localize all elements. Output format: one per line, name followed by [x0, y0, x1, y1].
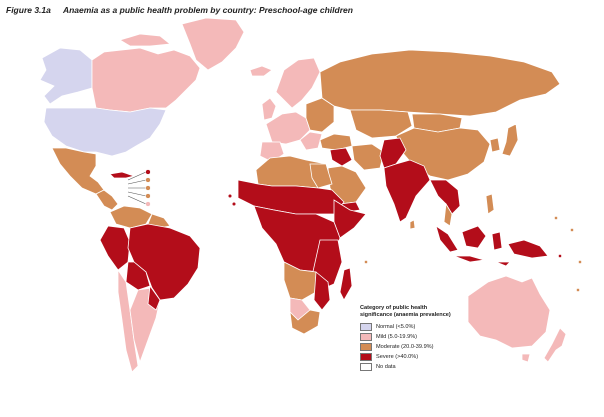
legend-swatch: [360, 323, 372, 331]
small-country-dot: [570, 228, 574, 232]
region-southeast-asia: [429, 179, 461, 215]
legend-swatch: [360, 353, 372, 361]
region-peru: [99, 225, 131, 271]
small-country-dot: [145, 177, 151, 183]
region-india: [383, 159, 431, 223]
small-country-dot: [145, 169, 151, 175]
leader-line: [127, 195, 147, 205]
region-scandinavia: [275, 57, 321, 109]
leader-line: [127, 191, 147, 197]
region-kazakhstan: [349, 109, 413, 139]
legend-title: Category of public health significance (…: [360, 305, 451, 318]
legend: Category of public health significance (…: [360, 305, 470, 373]
legend-item-moderate: Moderate (20.0-39.9%): [360, 343, 470, 351]
region-thailand: [443, 202, 453, 227]
legend-item-no-data: No data: [360, 363, 470, 371]
region-sulawesi-papua: [491, 231, 549, 259]
small-country-dot: [578, 260, 582, 264]
small-country-dot: [145, 185, 151, 191]
small-country-dot: [145, 201, 151, 207]
region-usa: [43, 107, 167, 157]
region-java: [453, 255, 485, 263]
region-egypt: [309, 163, 333, 189]
region-chile: [117, 268, 139, 373]
region-korea: [489, 137, 501, 153]
region-greenland: [181, 17, 245, 71]
legend-item-mild: Mild (5.0-19.9%): [360, 333, 470, 341]
region-turkey: [319, 133, 353, 151]
region-south-africa: [289, 309, 321, 335]
small-country-dot: [231, 201, 237, 207]
small-country-dot: [227, 193, 233, 199]
legend-swatch: [360, 333, 372, 341]
small-country-dot: [145, 193, 151, 199]
legend-item-normal: Normal (<5.0%): [360, 323, 470, 331]
figure-number: Figure 3.1a: [6, 5, 51, 15]
region-japan: [501, 123, 519, 157]
region-uk: [261, 97, 277, 121]
region-canada: [91, 47, 201, 113]
region-mexico: [51, 147, 105, 195]
region-timor: [495, 261, 511, 267]
region-mozambique: [313, 271, 331, 311]
region-colombia-venezuela: [109, 205, 153, 229]
region-canada-islands: [119, 33, 172, 47]
leader-line: [127, 171, 147, 181]
region-paraguay: [147, 284, 161, 311]
small-country-dot: [364, 260, 368, 264]
region-tasmania: [521, 353, 531, 363]
region-russia: [319, 49, 561, 117]
region-cuba: [109, 171, 136, 179]
region-madagascar: [339, 267, 353, 301]
leader-line: [127, 179, 147, 185]
region-central-america: [95, 189, 119, 211]
region-iraq-syria: [329, 147, 353, 167]
region-borneo: [461, 225, 487, 249]
region-iran: [351, 143, 385, 171]
region-sumatra: [435, 225, 459, 253]
region-new-zealand: [543, 327, 567, 363]
figure-caption: Anaemia as a public health problem by co…: [62, 5, 353, 15]
legend-item-severe: Severe (>40.0%): [360, 353, 470, 361]
region-sri-lanka: [409, 219, 416, 230]
legend-swatch: [360, 363, 372, 371]
region-philippines: [485, 193, 495, 215]
region-alaska: [39, 47, 93, 105]
small-country-dot: [554, 216, 558, 220]
region-angola-zambia: [283, 261, 317, 301]
small-country-dot: [558, 254, 562, 258]
region-australia: [467, 275, 551, 349]
small-country-dot: [576, 288, 580, 292]
legend-swatch: [360, 343, 372, 351]
figure-title: Figure 3.1a Anaemia as a public health p…: [6, 5, 353, 15]
region-iceland: [249, 65, 273, 77]
